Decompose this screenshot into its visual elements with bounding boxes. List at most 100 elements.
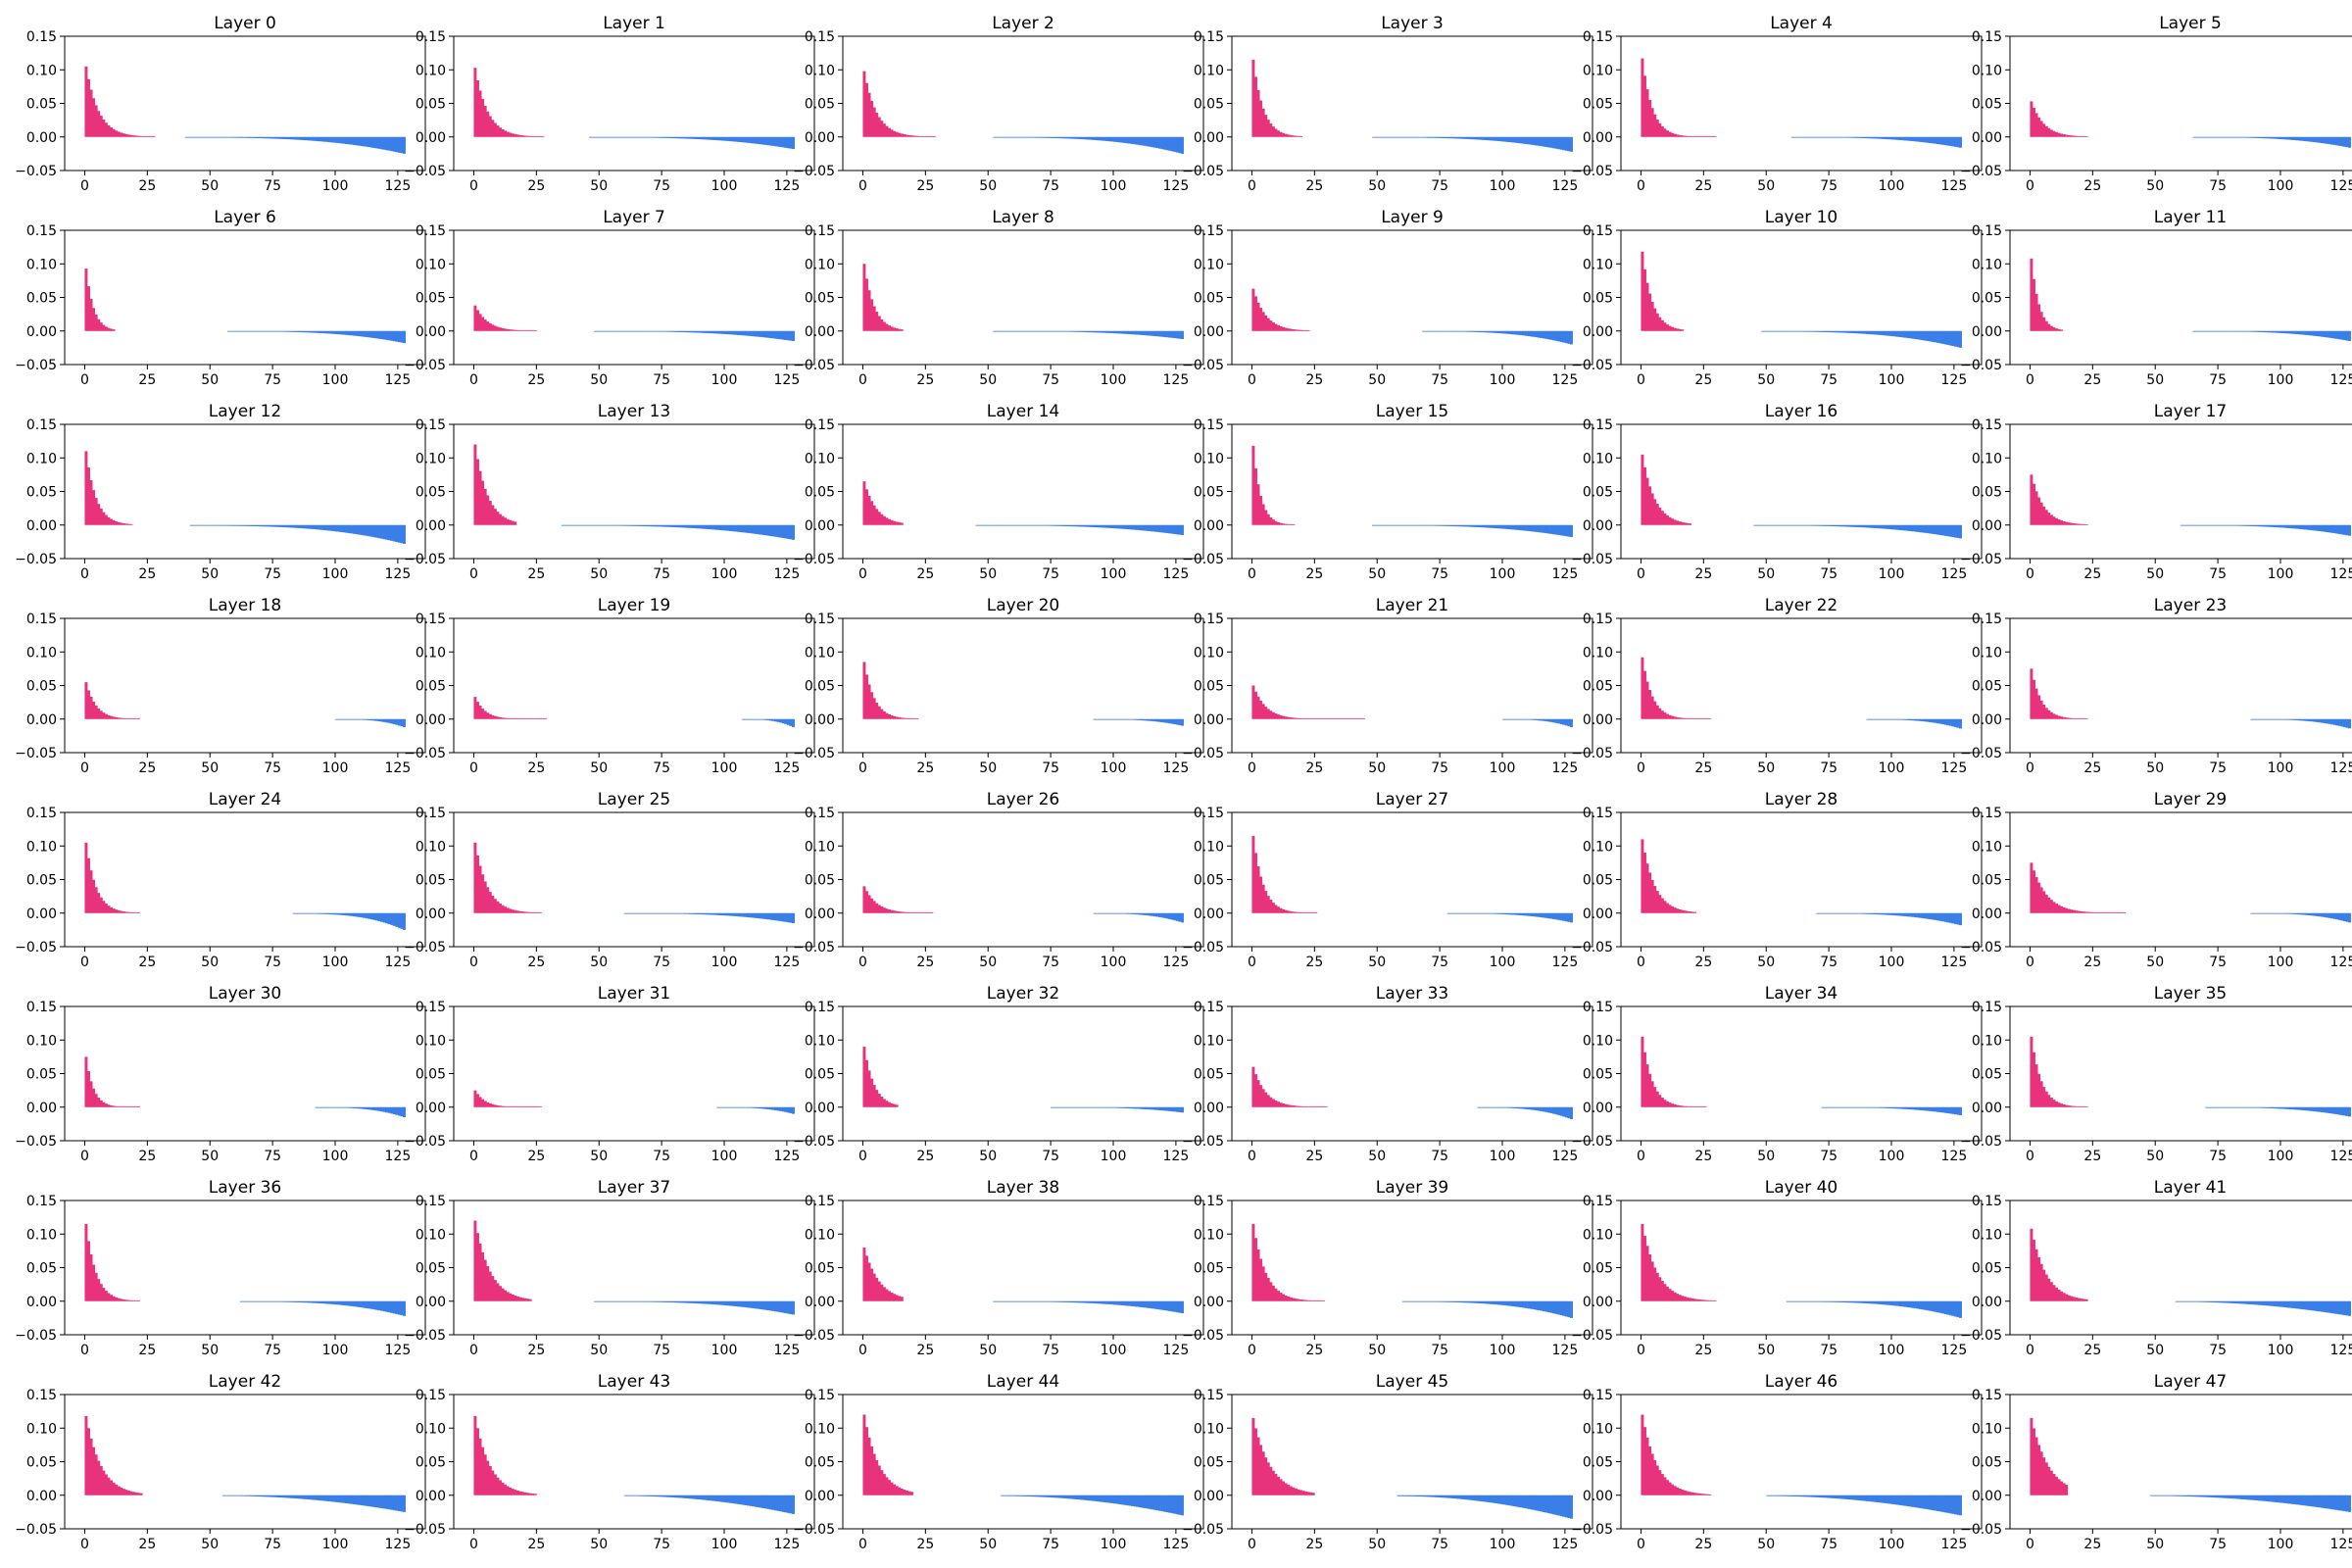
negative-bar (604, 1300, 608, 1302)
positive-bar (862, 1047, 866, 1107)
positive-bar (115, 521, 119, 525)
negative-bar (1921, 1300, 1925, 1310)
negative-bar (769, 1494, 772, 1510)
y-tick-label: 0.05 (1194, 291, 1224, 307)
negative-bar (1953, 524, 1957, 538)
positive-bar (2049, 900, 2053, 913)
negative-bar (1813, 524, 1817, 526)
y-tick-label: 0.00 (1583, 518, 1613, 534)
y-tick-label: 0.05 (26, 679, 57, 695)
x-tick-label: 50 (1757, 955, 1775, 970)
negative-bar (337, 524, 341, 532)
positive-bar (1282, 326, 1286, 331)
negative-bar (1128, 1494, 1132, 1506)
positive-bar (922, 135, 926, 137)
positive-bar (129, 523, 133, 525)
negative-bar (1107, 330, 1111, 333)
negative-bar (634, 912, 637, 914)
negative-bar (2303, 1106, 2306, 1111)
negative-bar (1956, 1300, 1960, 1318)
negative-bar (400, 330, 404, 343)
positive-bar (122, 522, 125, 525)
positive-bar (1287, 1104, 1291, 1107)
negative-bar (1876, 136, 1880, 139)
negative-bar (1123, 330, 1127, 334)
negative-bar (322, 1106, 326, 1108)
positive-bar (2030, 1228, 2034, 1301)
positive-bar (1690, 1298, 1694, 1301)
negative-bar (1931, 136, 1935, 144)
x-tick-label: 0 (858, 178, 867, 194)
positive-bar (903, 717, 906, 719)
positive-bar (865, 489, 868, 525)
negative-bar (1808, 136, 1812, 138)
y-tick-label: 0.10 (1194, 1033, 1224, 1049)
x-tick-label: 75 (653, 760, 670, 776)
negative-bar (368, 524, 371, 537)
negative-bar (2215, 524, 2219, 526)
negative-bar (1138, 330, 1142, 335)
positive-bar (1274, 323, 1278, 331)
negative-bar (227, 136, 231, 138)
positive-bar (907, 134, 911, 137)
negative-bar (641, 136, 645, 138)
negative-bar (631, 1300, 635, 1302)
negative-bar (1482, 136, 1486, 140)
positive-bar (87, 690, 90, 719)
positive-bar (514, 717, 517, 719)
negative-bar (337, 330, 341, 335)
negative-bar (589, 136, 592, 138)
positive-bar (1676, 1294, 1680, 1301)
subplot-layer-14: Layer 140 25 50 75 100 125−0.050.000.050.100.… (793, 402, 1204, 582)
negative-bar (754, 524, 758, 534)
positive-bar (1259, 1258, 1263, 1301)
negative-bar (327, 1300, 331, 1304)
negative-bar (663, 1300, 667, 1302)
positive-bar (528, 911, 532, 913)
x-tick-label: 0 (1248, 178, 1256, 194)
negative-bar (358, 1300, 361, 1307)
positive-bar (87, 467, 90, 525)
negative-bar (2300, 1106, 2304, 1110)
negative-bar (1158, 718, 1161, 722)
y-tick-label: 0.00 (1972, 324, 2002, 340)
x-tick-label: 75 (653, 955, 670, 970)
negative-bar (1141, 1106, 1145, 1109)
negative-bar (1504, 136, 1508, 142)
negative-bar (2332, 718, 2336, 725)
positive-bar (536, 717, 540, 719)
positive-bar (2072, 523, 2076, 525)
positive-bar (110, 127, 113, 137)
x-tick-label: 50 (1757, 566, 1775, 582)
negative-bar (2240, 330, 2244, 332)
positive-bar (1282, 908, 1286, 913)
negative-bar (242, 330, 246, 332)
negative-bar (368, 136, 371, 148)
y-tick-label: 0.15 (805, 417, 835, 433)
negative-bar (1163, 524, 1167, 533)
negative-bar (1043, 136, 1047, 138)
negative-bar (2310, 330, 2314, 336)
positive-bar (473, 444, 477, 525)
negative-bar (2240, 1300, 2244, 1304)
negative-bar (1057, 330, 1061, 332)
negative-bar (684, 330, 688, 333)
y-tick-label: 0.00 (26, 906, 57, 922)
negative-bar (1115, 1106, 1119, 1108)
positive-bar (1708, 717, 1712, 719)
negative-bar (763, 136, 767, 145)
negative-bar (1858, 1300, 1862, 1303)
negative-bar (2202, 1300, 2206, 1302)
negative-bar (671, 330, 675, 332)
negative-bar (2315, 1300, 2319, 1311)
y-tick-label: 0.10 (1194, 645, 1224, 661)
x-tick-label: 0 (858, 1537, 867, 1552)
negative-bar (1512, 330, 1516, 335)
positive-bar (1287, 134, 1291, 137)
negative-bar (681, 524, 685, 528)
negative-bar (340, 912, 344, 915)
negative-bar (1472, 1300, 1476, 1303)
negative-bar (392, 136, 396, 152)
positive-bar (92, 98, 96, 137)
negative-bar (2282, 330, 2286, 334)
